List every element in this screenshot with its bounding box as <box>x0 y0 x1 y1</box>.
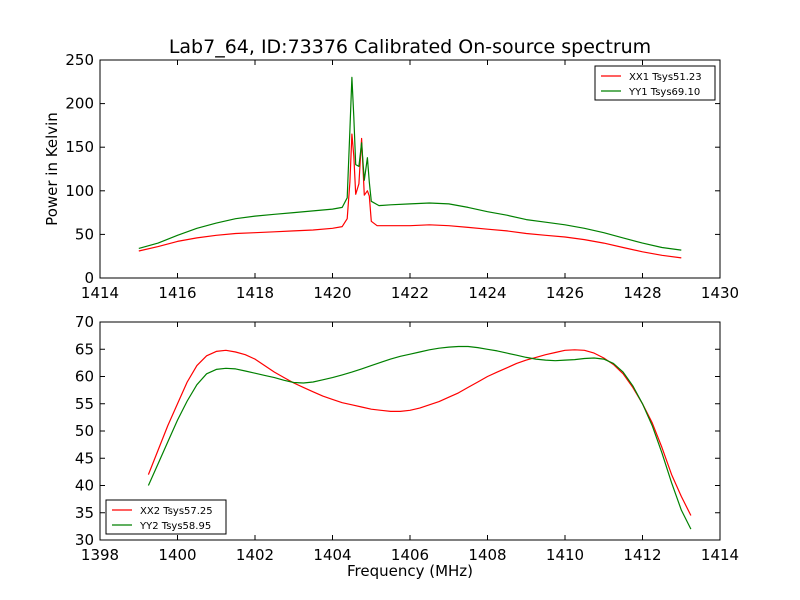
y-tick-label: 0 <box>84 269 94 287</box>
x-tick-label: 1426 <box>546 284 584 302</box>
legend-box <box>105 499 227 535</box>
y-tick-label: 60 <box>75 368 94 386</box>
x-tick-label: 1400 <box>158 546 196 564</box>
x-tick-label: 1398 <box>81 546 119 564</box>
x-tick-label: 1424 <box>468 284 506 302</box>
x-tick-label: 1408 <box>468 546 506 564</box>
x-tick-label: 1410 <box>546 546 584 564</box>
y-axis-label-top: Power in Kelvin <box>43 112 61 226</box>
x-axis-label: Frequency (MHz) <box>347 562 473 580</box>
series-line-1 <box>147 345 692 530</box>
legend-label: XX1 Tsys51.23 <box>629 72 702 83</box>
x-tick-label: 1428 <box>623 284 661 302</box>
series-line-1 <box>138 76 682 251</box>
y-tick-label: 100 <box>65 182 94 200</box>
legend-label: YY1 Tsys69.10 <box>628 87 700 98</box>
x-tick-label: 1414 <box>81 284 119 302</box>
x-tick-label: 1404 <box>313 546 351 564</box>
legend-label: YY2 Tsys58.95 <box>139 521 211 532</box>
bottom-plot: 1398 1400 1402 1404 1406 1408 1410 1412 1414 30 35… <box>75 313 739 564</box>
y-tick-label: 70 <box>75 313 94 331</box>
x-tick-label: 1422 <box>391 284 429 302</box>
chart-title: Lab7_64, ID:73376 Calibrated On-source s… <box>169 36 651 58</box>
y-tick-label: 250 <box>65 51 94 69</box>
legend-box <box>594 65 716 101</box>
legend-label: XX2 Tsys57.25 <box>140 506 213 517</box>
y-tick-label: 30 <box>75 531 94 549</box>
x-tick-label: 1416 <box>158 284 196 302</box>
x-tick-label: 1412 <box>623 546 661 564</box>
x-tick-label: 1406 <box>391 546 429 564</box>
y-tick-label: 50 <box>75 422 94 440</box>
y-tick-label: 200 <box>65 95 94 113</box>
y-tick-label: 45 <box>75 449 94 467</box>
series-line-0 <box>138 133 682 259</box>
y-tick-label: 35 <box>75 504 94 522</box>
x-tick-label: 1418 <box>236 284 274 302</box>
y-tick-label: 65 <box>75 340 94 358</box>
y-tick-label: 55 <box>75 395 94 413</box>
x-tick-label: 1430 <box>701 284 739 302</box>
x-tick-label: 1414 <box>701 546 739 564</box>
y-tick-label: 40 <box>75 477 94 495</box>
y-tick-label: 150 <box>65 138 94 156</box>
y-tick-label: 50 <box>75 225 94 243</box>
series-line-0 <box>147 349 692 516</box>
x-tick-label: 1420 <box>313 284 351 302</box>
top-plot: 1414 1416 1418 1420 1422 1424 1426 1428 1430 0 50 1… <box>65 51 739 302</box>
x-tick-label: 1402 <box>236 546 274 564</box>
